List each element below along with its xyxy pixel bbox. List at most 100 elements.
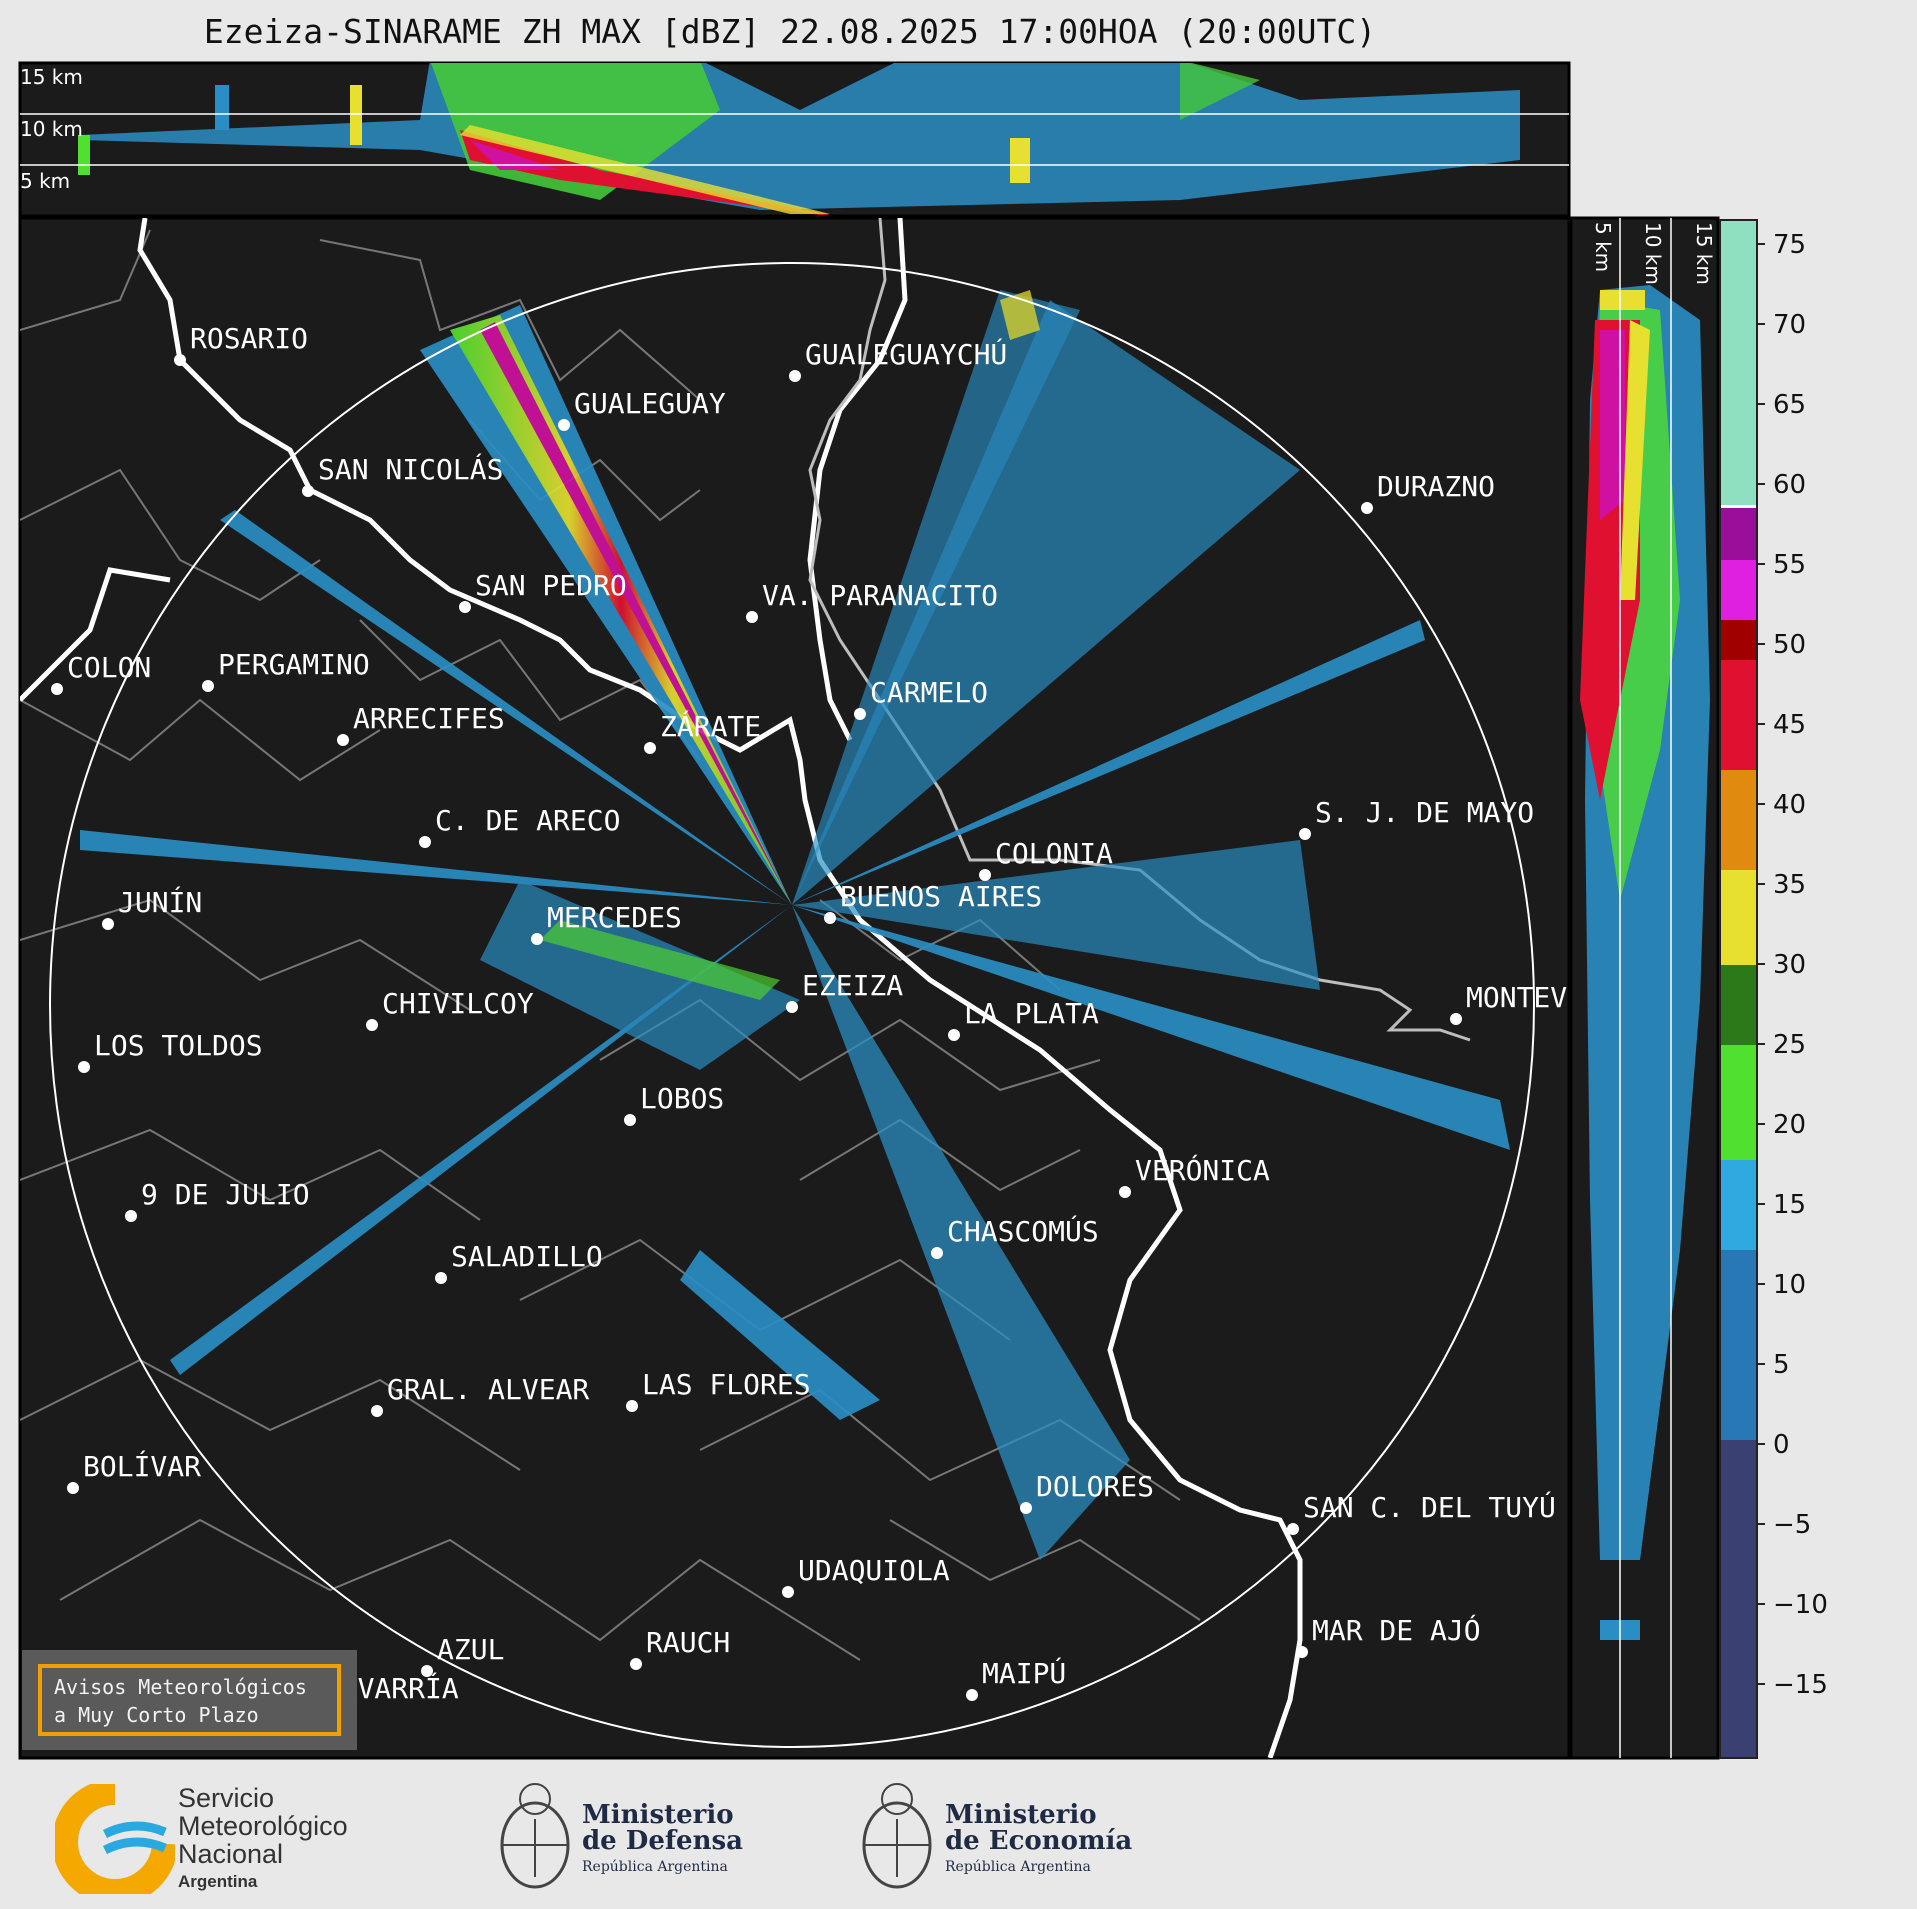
- city-marker: [630, 1658, 642, 1670]
- defensa-line2: de Defensa: [582, 1826, 743, 1856]
- city-marker: [558, 419, 570, 431]
- colorbar-tick-label: 15: [1773, 1190, 1806, 1220]
- colorbar-band: [1720, 505, 1757, 508]
- city-marker: [782, 1586, 794, 1598]
- colorbar-tick-label: 65: [1773, 390, 1806, 420]
- city-marker: [1299, 828, 1311, 840]
- city-marker: [419, 836, 431, 848]
- city-marker: [966, 1689, 978, 1701]
- economia-line2: de Economía: [945, 1826, 1133, 1856]
- city-marker: [1296, 1646, 1308, 1658]
- defensa-logo-text: Ministerio de Defensa República Argentin…: [582, 1802, 743, 1880]
- defensa-line1: Ministerio: [582, 1800, 734, 1830]
- city-label: COLONIA: [995, 837, 1113, 870]
- city-label: RAUCH: [646, 1626, 730, 1659]
- colorbar-tick-label: 30: [1773, 950, 1806, 980]
- range-ring: [49, 262, 1535, 1748]
- city-marker: [102, 918, 114, 930]
- side-height-label-10km: 10 km: [1641, 222, 1665, 285]
- side-height-panel: 5 km 10 km 15 km: [1569, 216, 1720, 1760]
- city-label: VERÓNICA: [1135, 1153, 1270, 1187]
- city-label: JUNÍN: [118, 885, 202, 919]
- city-label: LA PLATA: [964, 997, 1099, 1030]
- defensa-line3: República Argentina: [582, 1859, 728, 1875]
- radar-figure: 15 km 10 km 5 km: [18, 61, 1828, 1760]
- city-label: VA. PARANACITO: [762, 579, 998, 612]
- colorbar-band: [1720, 508, 1757, 560]
- city-label: SALADILLO: [451, 1240, 603, 1273]
- city-marker: [1119, 1186, 1131, 1198]
- colorbar-tick-label: 60: [1773, 470, 1806, 500]
- city-label: AZUL: [437, 1633, 504, 1666]
- colorbar-band: [1720, 870, 1757, 965]
- colorbar-tick-label: 70: [1773, 310, 1806, 340]
- radar-map: ROSARIO GUALEGUAYCHÚ GUALEGUAY SAN NICOLÁS D…: [18, 216, 1571, 1760]
- city-label: C. DE ARECO: [435, 804, 620, 837]
- city-label: LOS TOLDOS: [94, 1029, 263, 1062]
- city-label: CARMELO: [870, 676, 988, 709]
- city-marker: [644, 742, 656, 754]
- colorbar-band: [1720, 965, 1757, 1045]
- city-marker: [624, 1114, 636, 1126]
- colorbar-tick-label: 25: [1773, 1030, 1806, 1060]
- city-marker: [531, 933, 543, 945]
- chart-title: Ezeiza-SINARAME ZH MAX [dBZ] 22.08.2025 …: [203, 12, 1377, 51]
- city-marker: [948, 1029, 960, 1041]
- city-label: ARRECIFES: [353, 702, 505, 735]
- city-marker: [371, 1405, 383, 1417]
- side-height-label-5km: 5 km: [1591, 222, 1615, 272]
- warning-link-box[interactable]: Avisos Meteorológicos a Muy Corto Plazo: [38, 1664, 341, 1736]
- city-marker: [626, 1400, 638, 1412]
- city-label: MERCEDES: [547, 901, 682, 934]
- city-marker: [202, 680, 214, 692]
- coastline: [20, 218, 1303, 1758]
- city-marker: [67, 1482, 79, 1494]
- top-height-panel: 15 km 10 km 5 km: [18, 61, 1571, 218]
- colorbar-band: [1720, 1160, 1757, 1250]
- city-label: DURAZNO: [1377, 470, 1495, 503]
- colorbar-tick-label: 75: [1773, 230, 1806, 260]
- colorbar-tick-label: 35: [1773, 870, 1806, 900]
- smn-line1: Servicio: [178, 1783, 275, 1813]
- colorbar-band: [1720, 560, 1757, 620]
- city-marker: [78, 1061, 90, 1073]
- city-marker: [1450, 1013, 1462, 1025]
- colorbar-tick-label: 20: [1773, 1110, 1806, 1140]
- city-label: SAN PEDRO: [475, 569, 627, 602]
- city-marker: [459, 601, 471, 613]
- city-label: ZÁRATE: [660, 709, 761, 743]
- smn-line4: Argentina: [178, 1872, 258, 1891]
- city-label: CHASCOMÚS: [947, 1214, 1099, 1248]
- city-label: GUALEGUAY: [574, 387, 726, 420]
- smn-line3: Nacional: [178, 1839, 284, 1869]
- city-label: GRAL. ALVEAR: [387, 1373, 589, 1406]
- colorbar-tick-label: 0: [1773, 1430, 1790, 1460]
- economia-line1: Ministerio: [945, 1800, 1097, 1830]
- city-marker: [125, 1210, 137, 1222]
- city-marker: [174, 354, 186, 366]
- footer-logos: Servicio Meteorológico Nacional Argentin…: [0, 1762, 1917, 1909]
- colorbar-band: [1720, 220, 1757, 505]
- city-marker: [824, 912, 836, 924]
- city-marker: [1020, 1502, 1032, 1514]
- city-label: S. J. DE MAYO: [1315, 796, 1534, 829]
- city-marker: [302, 485, 314, 497]
- city-label: CHIVILCOY: [382, 987, 534, 1020]
- smn-logo-icon: [55, 1784, 175, 1894]
- city-marker: [854, 708, 866, 720]
- height-label-10km: 10 km: [20, 117, 83, 141]
- colorbar-tick-label: 45: [1773, 710, 1806, 740]
- city-label: BOLÍVAR: [83, 1449, 201, 1483]
- warning-line1: Avisos Meteorológicos: [54, 1675, 307, 1699]
- smn-logo-text: Servicio Meteorológico Nacional Argentin…: [178, 1784, 348, 1896]
- colorbar-tick-label: 55: [1773, 550, 1806, 580]
- city-marker: [51, 683, 63, 695]
- city-label: MAR DE AJÓ: [1312, 1613, 1481, 1647]
- colorbar-tick-label: 50: [1773, 630, 1806, 660]
- city-label: GUALEGUAYCHÚ: [805, 337, 1007, 371]
- city-label: MONTEV: [1466, 981, 1567, 1014]
- warning-line2: a Muy Corto Plazo: [54, 1703, 259, 1727]
- city-marker: [337, 734, 349, 746]
- city-marker: [1361, 502, 1373, 514]
